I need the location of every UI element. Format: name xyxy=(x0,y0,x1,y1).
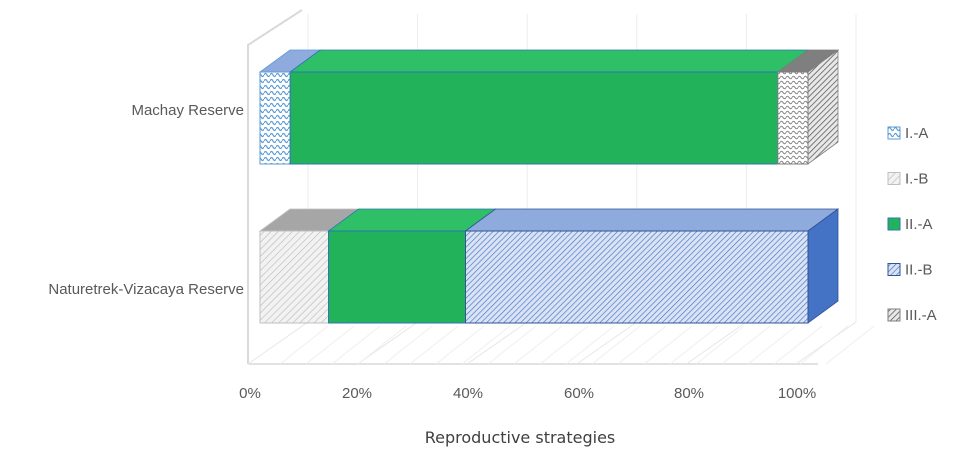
floor-hatch xyxy=(487,325,537,365)
legend-label: I.-B xyxy=(905,171,928,188)
category-labels: Machay Reserve Naturetrek-Vizacaya Reserv… xyxy=(48,102,244,298)
bars xyxy=(258,49,840,324)
x-tick-label: 20% xyxy=(342,385,372,402)
floor-gridline xyxy=(686,321,747,365)
bar-segment xyxy=(259,71,291,165)
floor-gridline xyxy=(466,321,528,365)
legend-swatch xyxy=(887,308,901,322)
bar-segment xyxy=(465,230,809,324)
legend-swatch xyxy=(887,217,901,231)
floor-hatch xyxy=(617,325,667,365)
legend: I.-A I.-B II.-A II.-B III.-A xyxy=(887,125,937,324)
floor-hatch xyxy=(383,325,433,365)
floor-hatch xyxy=(513,325,563,365)
floor-hatch xyxy=(591,325,641,365)
floor-hatch xyxy=(695,325,745,365)
floor-hatch xyxy=(357,325,407,365)
x-tick-label: 40% xyxy=(453,385,483,402)
floor-hatch xyxy=(825,325,875,365)
floor-hatch xyxy=(305,325,355,365)
x-tick-label: 100% xyxy=(778,385,816,402)
category-label: Machay Reserve xyxy=(131,102,244,119)
floor-gridline xyxy=(247,321,309,365)
x-tick-label: 60% xyxy=(564,385,594,402)
x-axis-title: Reproductive strategies xyxy=(425,428,616,447)
floor-hatch xyxy=(799,325,849,365)
floor-hatch xyxy=(747,325,797,365)
floor-hatch xyxy=(435,325,485,365)
left-wall-edge xyxy=(247,9,303,364)
legend-label: II.-A xyxy=(905,216,933,233)
floor-hatch xyxy=(669,325,719,365)
legend-swatch xyxy=(887,263,901,276)
floor-hatch xyxy=(721,325,771,365)
bar-top-face xyxy=(464,208,840,232)
floor-hatch xyxy=(539,325,589,365)
x-tick-label: 0% xyxy=(239,385,261,402)
bar-top-face xyxy=(288,49,810,73)
legend-swatch xyxy=(887,126,901,140)
legend-label: II.-B xyxy=(905,262,933,279)
floor-hatch xyxy=(409,325,459,365)
bar-segment xyxy=(328,230,466,324)
floor-hatch xyxy=(773,325,823,365)
floor-hatch xyxy=(279,325,329,365)
legend-label: I.-A xyxy=(905,125,928,142)
bar-segment xyxy=(289,71,779,165)
floor-hatch xyxy=(565,325,615,365)
floor-hatch xyxy=(461,325,511,365)
floor-gridline xyxy=(576,321,638,365)
category-label: Naturetrek-Vizacaya Reserve xyxy=(48,281,244,298)
floor-hatch xyxy=(331,325,381,365)
legend-label: III.-A xyxy=(905,307,937,324)
plot-frame xyxy=(247,9,818,365)
x-tick-labels: 0% 20% 40% 60% 80% 100% xyxy=(239,385,816,402)
floor-hatch xyxy=(643,325,693,365)
bar-segment xyxy=(777,71,809,165)
legend-swatch xyxy=(887,172,901,185)
bar-segment xyxy=(259,230,329,324)
x-tick-label: 80% xyxy=(674,385,704,402)
